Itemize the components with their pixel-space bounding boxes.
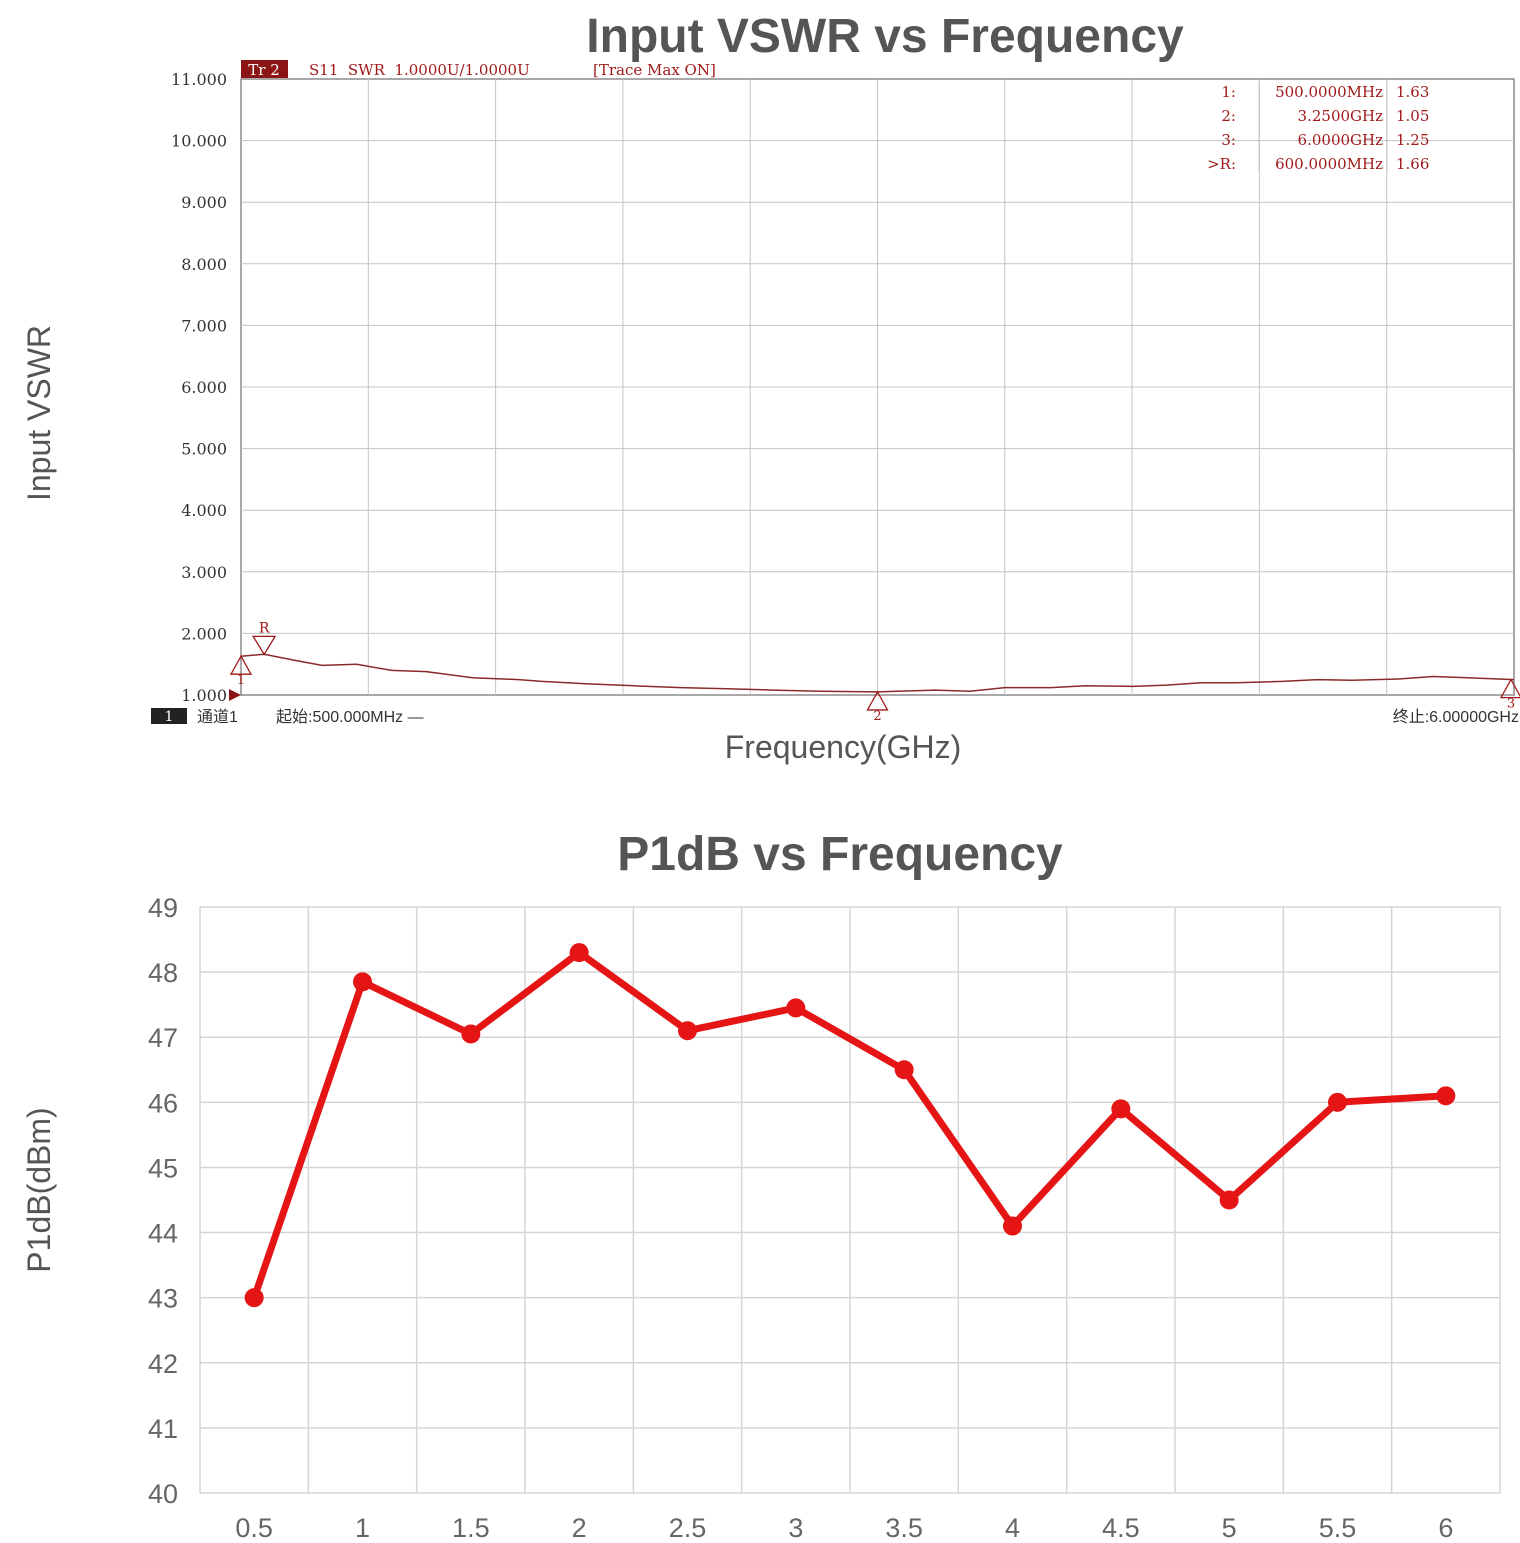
- marker-triangle: [866, 690, 889, 711]
- p1db-data-point: [353, 972, 372, 992]
- vswr-y-tick-label: 7.000: [181, 316, 227, 335]
- p1db-x-tick-label: 4: [1005, 1513, 1020, 1543]
- vswr-markers: 1 R 2 3: [229, 620, 1520, 724]
- vswr-x-axis-label: Frequency(GHz): [725, 729, 962, 765]
- channel-label: 通道1: [197, 708, 238, 726]
- p1db-x-tick-label: 6: [1438, 1513, 1453, 1543]
- marker-table-value: 1.66: [1396, 155, 1429, 173]
- start-frequency: 起始:500.000MHz —: [276, 708, 424, 726]
- marker-table-label: 1:: [1221, 83, 1236, 101]
- p1db-y-tick-label: 42: [148, 1349, 178, 1379]
- p1db-y-tick-label: 47: [148, 1023, 178, 1053]
- p1db-data-point: [461, 1024, 481, 1044]
- vswr-y-tick-label: 3.000: [181, 563, 227, 582]
- p1db-x-tick-label: 5.5: [1319, 1513, 1357, 1543]
- p1db-y-ticks: 40 41 42 43 44 45 46 47 48 49: [148, 893, 178, 1509]
- vswr-chart: Input VSWR vs Frequency Input VSWR Tr 2 …: [21, 10, 1520, 765]
- p1db-x-tick-label: 4.5: [1102, 1513, 1140, 1543]
- p1db-y-tick-label: 40: [148, 1479, 178, 1509]
- p1db-y-tick-label: 41: [148, 1414, 178, 1444]
- p1db-x-tick-label: 1: [355, 1513, 370, 1543]
- vswr-y-tick-label: 5.000: [181, 440, 227, 459]
- p1db-y-tick-label: 44: [148, 1219, 178, 1249]
- p1db-x-tick-label: 5: [1222, 1513, 1237, 1543]
- p1db-series-line: [250, 949, 1450, 1302]
- p1db-data-point: [1003, 1216, 1022, 1236]
- vswr-y-tick-label: 10.000: [171, 132, 227, 151]
- vswr-y-tick-label: 9.000: [181, 193, 227, 212]
- trace-max-label: [Trace Max ON]: [593, 61, 716, 79]
- marker-table-freq: 3.2500GHz: [1298, 107, 1384, 125]
- marker-triangle: [1499, 678, 1520, 699]
- p1db-data-point: [1111, 1099, 1131, 1119]
- marker-table-value: 1.25: [1396, 131, 1429, 149]
- marker-table-freq: 500.0000MHz: [1275, 83, 1383, 101]
- marker-triangle: [251, 635, 277, 656]
- marker-table-value: 1.63: [1396, 83, 1429, 101]
- p1db-y-tick-label: 48: [148, 958, 178, 988]
- vswr-y-tick-label: 6.000: [181, 378, 227, 397]
- stop-frequency: 终止:6.00000GHz: [1393, 708, 1519, 726]
- marker-table-freq: 6.0000GHz: [1298, 131, 1384, 149]
- p1db-y-tick-label: 43: [148, 1284, 178, 1314]
- p1db-grid: [200, 907, 1500, 1493]
- p1db-data-point: [894, 1060, 914, 1080]
- marker-table-label: 2:: [1221, 107, 1236, 125]
- p1db-x-tick-label: 0.5: [235, 1513, 273, 1543]
- p1db-x-tick-label: 3.5: [885, 1513, 923, 1543]
- vswr-grid: [241, 79, 1514, 695]
- vswr-y-tick-label: 2.000: [181, 624, 227, 643]
- reference-level-arrow: [229, 689, 241, 701]
- vswr-y-tick-label: 8.000: [181, 255, 227, 274]
- marker-table-value: 1.05: [1396, 107, 1429, 125]
- marker-label: 2: [873, 709, 881, 724]
- marker-table-freq: 600.0000MHz: [1275, 155, 1383, 173]
- p1db-data-point: [678, 1021, 697, 1041]
- channel-badge: [151, 708, 187, 724]
- p1db-data-point: [569, 943, 589, 963]
- p1db-chart: P1dB vs Frequency P1dB(dBm) 404142434445…: [21, 828, 1501, 1543]
- trace-badge: [241, 60, 288, 78]
- p1db-x-tick-label: 1.5: [452, 1513, 490, 1543]
- trace-info: S11 SWR 1.0000U/1.0000U: [309, 61, 530, 79]
- channel-badge-number: 1: [165, 709, 174, 725]
- p1db-data-point: [244, 1288, 264, 1308]
- marker-label: R: [259, 620, 270, 636]
- vswr-y-tick-label: 4.000: [181, 501, 227, 520]
- p1db-x-tick-label: 2.5: [669, 1513, 707, 1543]
- marker-triangle: [229, 654, 253, 675]
- marker-table: 1: 500.0000MHz 1.63 2: 3.2500GHz 1.05 3:…: [1207, 82, 1429, 173]
- p1db-x-ticks: 0.5 1 1.5 2 2.5 3 3.5 4 4.5 5 5.5 6: [235, 1513, 1453, 1543]
- p1db-data-point: [1328, 1092, 1347, 1112]
- p1db-data-point: [1436, 1086, 1456, 1106]
- p1db-data-point: [1219, 1190, 1239, 1210]
- trace-badge-label: Tr 2: [248, 61, 280, 79]
- marker-table-label: >R:: [1207, 155, 1236, 173]
- marker-table-label: 3:: [1221, 131, 1236, 149]
- p1db-chart-title: P1dB vs Frequency: [617, 828, 1063, 881]
- vswr-y-tick-label: 11.000: [171, 70, 227, 89]
- vswr-y-axis-label: Input VSWR: [21, 325, 57, 501]
- p1db-y-tick-label: 49: [148, 893, 178, 923]
- vswr-chart-title: Input VSWR vs Frequency: [586, 10, 1184, 63]
- p1db-y-axis-label: P1dB(dBm): [21, 1107, 57, 1272]
- marker-label: 3: [1507, 697, 1515, 712]
- p1db-points: [244, 943, 1456, 1308]
- vswr-y-ticks: 1.000 2.000 3.000 4.000 5.000 6.000 7.000 8.000…: [171, 70, 227, 705]
- p1db-x-tick-label: 2: [572, 1513, 587, 1543]
- p1db-data-point: [786, 998, 806, 1018]
- p1db-x-tick-label: 3: [788, 1513, 803, 1543]
- vswr-y-tick-label: 1.000: [181, 686, 227, 705]
- marker-label: 1: [237, 673, 245, 688]
- p1db-y-tick-label: 45: [148, 1153, 178, 1183]
- p1db-y-tick-label: 46: [148, 1088, 178, 1118]
